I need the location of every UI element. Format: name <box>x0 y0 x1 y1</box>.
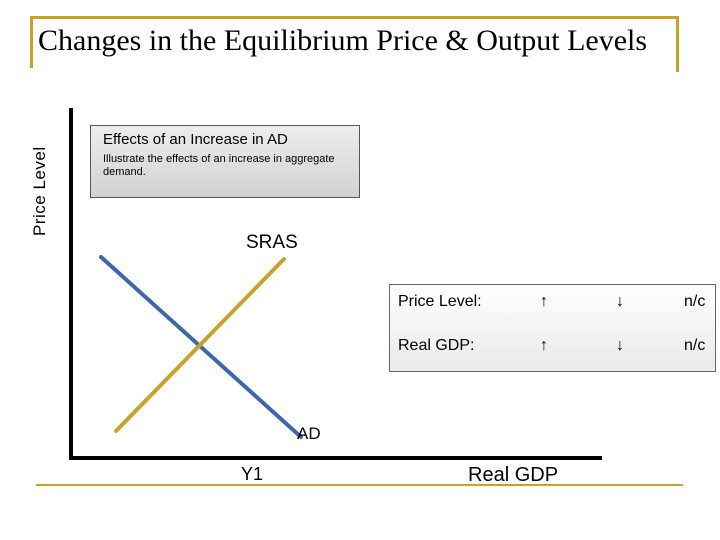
row-label: Price Level: <box>398 293 482 310</box>
info-box: Effects of an Increase in AD Illustrate … <box>90 125 360 198</box>
title-rule-right <box>676 16 679 72</box>
sras-curve[interactable] <box>114 257 286 433</box>
footer-rule <box>36 484 683 486</box>
down-arrow-icon: ↓ <box>616 293 624 310</box>
up-arrow-icon: ↑ <box>540 337 548 354</box>
x-tick-y1: Y1 <box>241 464 264 484</box>
down-arrow-icon: ↓ <box>616 337 624 354</box>
x-axis <box>69 456 602 460</box>
results-row-real-gdp: Real GDP: ↑ ↓ n/c <box>390 337 715 367</box>
up-arrow-icon: ↑ <box>540 293 548 310</box>
results-table: Price Level: ↑ ↓ n/c Real GDP: ↑ ↓ n/c <box>389 284 716 372</box>
title-rule-top <box>30 16 678 19</box>
y-axis <box>69 108 73 460</box>
ad-curve[interactable] <box>99 255 303 439</box>
title-rule-left <box>30 16 33 68</box>
x-axis-label: Real GDP <box>468 464 559 486</box>
info-box-heading: Effects of an Increase in AD <box>103 131 288 148</box>
results-row-price-level: Price Level: ↑ ↓ n/c <box>390 293 715 323</box>
no-change-text: n/c <box>684 293 706 310</box>
ad-label: AD <box>297 424 321 443</box>
info-box-text: Illustrate the effects of an increase in… <box>103 153 335 178</box>
page-title: Changes in the Equilibrium Price & Outpu… <box>38 24 648 57</box>
sras-label: SRAS <box>246 232 298 253</box>
row-label: Real GDP: <box>398 337 475 354</box>
no-change-text: n/c <box>684 337 706 354</box>
